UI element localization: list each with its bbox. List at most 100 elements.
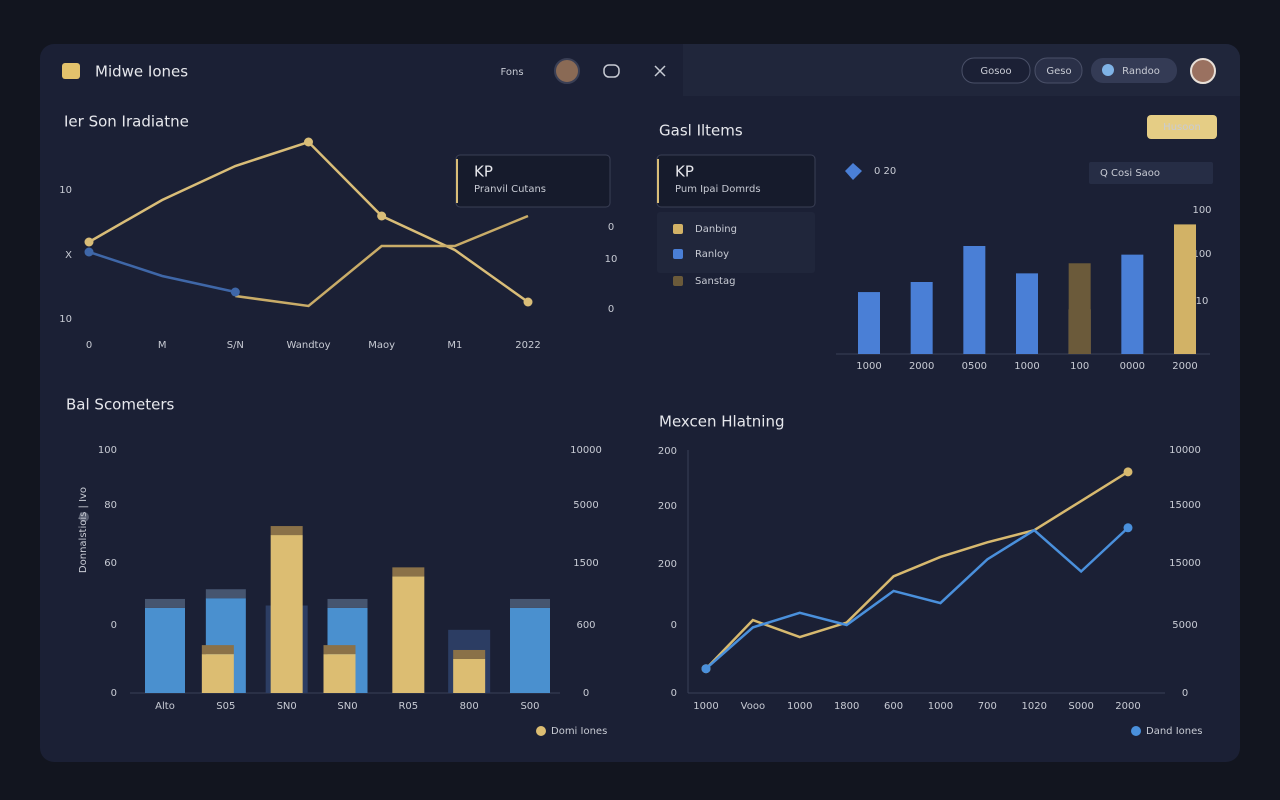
bar-cap — [392, 567, 425, 577]
x-tick-label: 0 — [86, 340, 92, 351]
x-tick-label: R05 — [398, 701, 418, 712]
x-tick-label: 1000 — [1014, 361, 1039, 372]
bar — [510, 607, 550, 693]
y-tick-label: 100 — [98, 445, 117, 456]
nav-link[interactable]: Fons — [500, 67, 523, 78]
button-label: Randoo — [1122, 66, 1160, 77]
legend-label: Dand Iones — [1146, 726, 1202, 737]
point — [523, 297, 533, 307]
legend-swatch — [673, 224, 683, 234]
point — [1123, 523, 1133, 533]
x-tick-label: 1000 — [856, 361, 881, 372]
point — [304, 137, 313, 147]
y2-tick-label: 10 — [605, 254, 618, 265]
avatar[interactable] — [554, 58, 580, 84]
dropdown[interactable] — [1089, 162, 1213, 184]
y2-tick-label: 0 — [583, 688, 589, 699]
button[interactable] — [961, 57, 1031, 84]
y-tick-label: 10 — [59, 185, 72, 196]
legend-label: Domi Iones — [551, 726, 607, 737]
x-tick-label: 1000 — [928, 701, 953, 712]
axis-dot — [79, 512, 89, 522]
y2-tick-label: 15000 — [1169, 558, 1201, 569]
x-tick-label: 2000 — [909, 361, 934, 372]
chat-icon[interactable] — [603, 64, 620, 78]
bar — [453, 658, 486, 693]
bar-cap — [453, 649, 486, 659]
legend-swatch — [536, 726, 546, 736]
chart-title: Bal Scometers — [66, 396, 174, 414]
x-tick-label: S00 — [520, 701, 539, 712]
x-tick-label: Vooo — [741, 701, 765, 712]
bar — [1174, 224, 1196, 354]
legend-label: Danbing — [695, 224, 737, 235]
x-tick-label: 1800 — [834, 701, 859, 712]
x-tick-label: 1000 — [693, 701, 718, 712]
logo — [62, 63, 80, 79]
bar — [1016, 273, 1038, 354]
bar — [201, 654, 234, 693]
y2-tick-label: 1500 — [573, 558, 598, 569]
legend-label: Ranloy — [695, 249, 729, 260]
point — [377, 211, 387, 221]
kpi-subtitle: Pum Ipai Domrds — [675, 184, 761, 195]
y2-tick-label: 5000 — [573, 500, 598, 511]
x-tick-label: 0500 — [962, 361, 987, 372]
y2-tick-label: 0 — [1182, 688, 1188, 699]
line — [88, 250, 236, 294]
bar-cap — [205, 589, 246, 599]
bar — [963, 246, 986, 354]
x-tick-label: SN0 — [277, 701, 297, 712]
badge: 0 20 — [874, 166, 896, 177]
y-tick-label: 80 — [104, 500, 117, 511]
y-tick-label: X — [65, 250, 72, 261]
button[interactable] — [1147, 115, 1217, 139]
x-tick-label: Alto — [155, 701, 175, 712]
avatar[interactable] — [1190, 58, 1216, 84]
x-tick-label: 2000 — [1115, 701, 1140, 712]
y2-tick-label: 10 — [1196, 296, 1209, 307]
bar — [858, 292, 880, 354]
y2-tick-label: 100 — [1192, 205, 1211, 216]
y-tick-label: 200 — [658, 446, 677, 457]
line — [705, 526, 1129, 670]
line — [705, 470, 1129, 670]
dropdown-label: Q Cosi Saoo — [1100, 168, 1160, 179]
x-tick-label: Maoy — [368, 340, 395, 351]
y-tick-label: 60 — [104, 558, 117, 569]
badge-icon — [845, 163, 862, 180]
y2-tick-label: 100 — [1192, 249, 1211, 260]
bar — [270, 535, 303, 693]
x-tick-label: 0000 — [1120, 361, 1145, 372]
x-tick-label: 800 — [460, 701, 479, 712]
button[interactable] — [1091, 58, 1177, 83]
point — [84, 247, 94, 257]
button[interactable] — [1034, 57, 1083, 84]
bar — [145, 607, 185, 693]
bar — [1068, 263, 1091, 354]
y2-tick-label: 10000 — [570, 445, 602, 456]
x-tick-label: 2000 — [1172, 361, 1197, 372]
x-tick-label: S/N — [227, 340, 244, 351]
point — [84, 237, 94, 247]
x-tick-label: S000 — [1068, 701, 1093, 712]
bar-cap — [201, 645, 234, 655]
y2-tick-label: 5000 — [1172, 620, 1197, 631]
y-tick-label: 0 — [671, 620, 677, 631]
y-tick-label: 0 — [111, 688, 117, 699]
x-tick-label: SN0 — [337, 701, 357, 712]
bar — [910, 282, 933, 354]
x-tick-label: 1000 — [787, 701, 812, 712]
brand: Midwe Iones — [95, 63, 188, 81]
close-icon[interactable] — [654, 65, 666, 77]
chart-title: Gasl Iltems — [659, 122, 743, 140]
legend-label: Sanstag — [695, 276, 735, 287]
bar-cap — [145, 598, 185, 608]
chart-title: Ier Son Iradiatne — [64, 113, 189, 131]
bar-cap — [270, 526, 303, 536]
chart-title: Mexcen Hlatning — [659, 413, 785, 431]
x-tick-label: M — [158, 340, 167, 351]
x-tick-label: 100 — [1070, 361, 1089, 372]
point — [230, 287, 240, 297]
